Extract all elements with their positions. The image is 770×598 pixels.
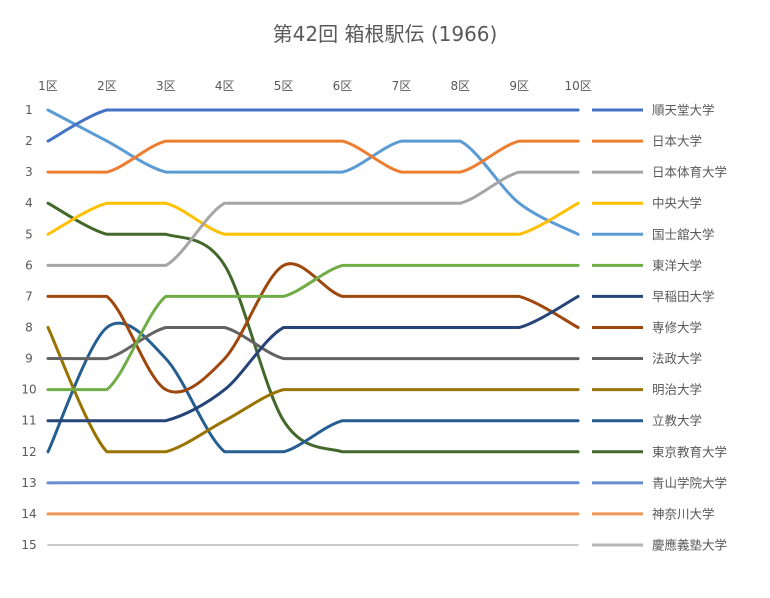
y-tick-label: 4 [25,196,33,210]
legend-label: 青山学院大学 [652,475,727,490]
x-tick-label: 2区 [97,79,117,93]
series-line [46,325,580,454]
x-axis-ticks: 1区 2区 3区 4区 5区 6区 7区 8区 9区 10区 [38,79,592,93]
x-tick-label: 1区 [38,79,58,93]
y-tick-label: 10 [21,383,36,397]
legend-label: 早稲田大学 [652,289,715,304]
legend-label: 法政大学 [652,351,702,366]
y-tick-label: 5 [25,227,33,241]
y-tick-label: 2 [25,134,33,148]
series-line [46,321,580,454]
legend-label: 国士舘大学 [652,227,715,242]
x-tick-label: 10区 [564,79,591,93]
series-line [46,326,580,361]
y-tick-label: 6 [25,258,33,272]
legend-label: 日本大学 [652,134,702,149]
y-tick-label: 14 [21,507,36,521]
legend-label: 立教大学 [652,413,702,428]
series-layer [46,108,580,546]
chart-title: 第42回 箱根駅伝 (1966) [272,22,498,46]
legend-label: 神奈川大学 [652,506,715,521]
legend: 順天堂大学日本大学日本体育大学中央大学国士舘大学東洋大学早稲田大学専修大学法政大… [592,103,727,552]
series-line [46,108,580,236]
y-tick-label: 9 [25,352,33,366]
y-tick-label: 7 [25,289,33,303]
series-line [46,294,580,423]
series-line [46,263,580,392]
y-tick-label: 13 [21,476,36,490]
y-tick-label: 8 [25,320,33,334]
y-tick-label: 1 [25,103,33,117]
legend-label: 東京教育大学 [652,444,727,459]
x-tick-label: 7区 [392,79,412,93]
series-line [46,170,580,267]
legend-label: 慶應義塾大学 [652,537,727,552]
series-line [46,108,580,143]
legend-label: 東洋大学 [652,258,702,273]
series-line [46,262,580,394]
x-tick-label: 5区 [274,79,294,93]
y-tick-label: 15 [21,538,36,552]
legend-label: 明治大学 [652,382,702,397]
x-tick-label: 8区 [450,79,470,93]
y-tick-label: 12 [21,445,36,459]
y-tick-label: 11 [21,414,36,428]
series-line [46,201,580,236]
legend-label: 順天堂大学 [652,103,715,118]
y-tick-label: 3 [25,165,33,179]
series-line [46,139,580,174]
x-tick-label: 6区 [333,79,353,93]
legend-label: 中央大学 [652,196,702,211]
series-line [46,201,580,454]
x-tick-label: 9区 [509,79,529,93]
legend-label: 専修大学 [652,320,702,335]
x-tick-label: 3区 [156,79,176,93]
legend-label: 日本体育大学 [652,165,727,180]
x-tick-label: 4区 [215,79,235,93]
